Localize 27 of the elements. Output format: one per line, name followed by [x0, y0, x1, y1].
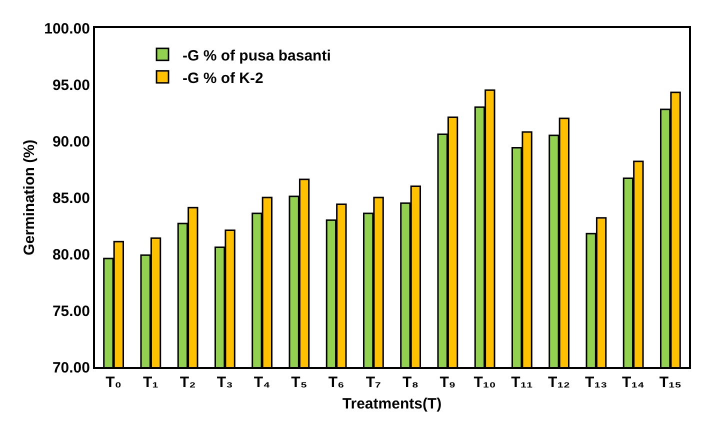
y-tick-label: 75.00 — [52, 302, 90, 320]
x-tick-label: T₉ — [440, 374, 456, 391]
x-tick-label: T₅ — [291, 374, 308, 391]
y-tick-label: 80.00 — [52, 246, 90, 264]
x-tick-label: T₀ — [106, 374, 122, 391]
x-tick-label: T₄ — [254, 374, 270, 391]
y-tick-label: 90.00 — [52, 133, 90, 150]
y-axis-title: Germination (%) — [20, 140, 38, 256]
x-tick-label: T₃ — [216, 374, 234, 391]
x-tick-label: T₁₂ — [548, 374, 570, 391]
x-tick-label: T₁₅ — [659, 374, 682, 391]
x-tick-label: T₂ — [180, 374, 196, 391]
x-tick-label: T₁ — [143, 374, 158, 391]
y-tick-label: 85.00 — [52, 190, 90, 207]
x-tick-label: T₆ — [328, 374, 344, 391]
x-axis-title: Treatments(T) — [342, 396, 442, 412]
x-tick-label: T₈ — [402, 374, 419, 391]
y-tick-label: 95.00 — [52, 76, 90, 94]
x-tick-label: T₁₁ — [511, 374, 533, 391]
y-tick-label: 100.00 — [44, 20, 90, 38]
x-tick-label: T₇ — [366, 374, 382, 391]
legend-label: -G % of pusa basanti — [182, 47, 331, 64]
x-tick-label: T₁₀ — [474, 374, 496, 391]
legend-label: -G % of K-2 — [182, 70, 264, 87]
y-tick-label: 70.00 — [52, 359, 90, 376]
x-tick-label: T₁₄ — [622, 374, 645, 391]
x-tick-label: T₁₃ — [585, 374, 608, 391]
